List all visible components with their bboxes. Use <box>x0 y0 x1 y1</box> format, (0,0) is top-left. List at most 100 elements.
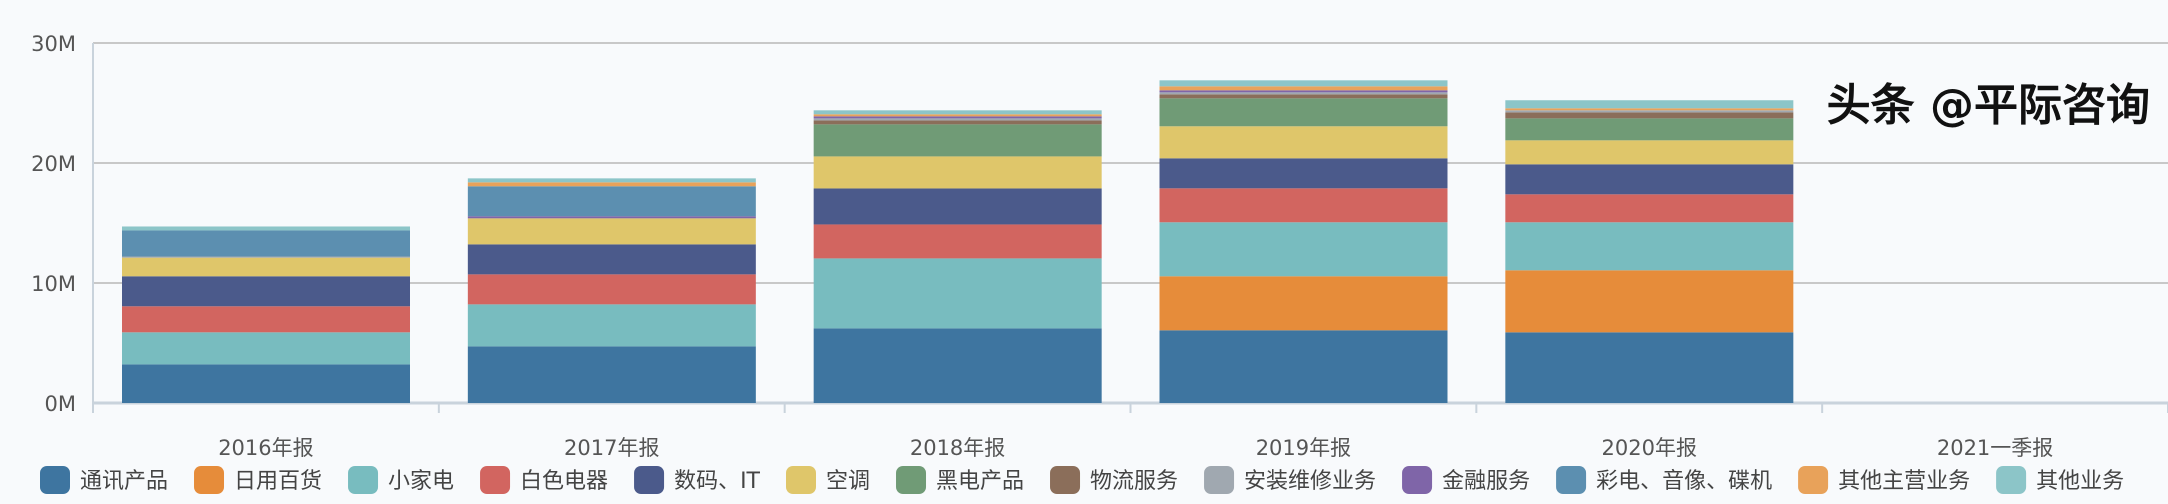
legend-label: 彩电、音像、碟机 <box>1596 469 1772 494</box>
bar-segment[interactable] <box>1159 276 1448 331</box>
bar-segment[interactable] <box>813 116 1102 119</box>
legend-label: 空调 <box>826 469 870 494</box>
bar-segment[interactable] <box>1159 126 1448 159</box>
bar-segment[interactable] <box>467 304 756 347</box>
x-tick-label: 2017年报 <box>564 436 659 460</box>
bar-segment[interactable] <box>1505 108 1794 111</box>
bar-segment[interactable] <box>467 182 756 187</box>
legend-swatch <box>1996 466 2027 494</box>
bar-segment[interactable] <box>467 216 756 219</box>
legend-item[interactable]: 彩电、音像、碟机 <box>1556 466 1772 494</box>
x-tick-label: 2016年报 <box>218 436 313 460</box>
bar-segment[interactable] <box>813 120 1102 125</box>
legend-item[interactable]: 数码、IT <box>634 466 761 494</box>
bar-segment[interactable] <box>1159 158 1448 189</box>
legend-label: 数码、IT <box>674 469 760 494</box>
bar-segment[interactable] <box>813 328 1102 403</box>
legend: 通讯产品 日用百货 小家电 白色电器 数码、IT 空调 黑电产品 物流服务 安装维修业务 金融服务… <box>40 466 2124 494</box>
bar-segment[interactable] <box>1159 90 1448 93</box>
bar-segment[interactable] <box>1505 332 1794 403</box>
bar-segment[interactable] <box>1159 86 1448 91</box>
watermark: 头条 @平际咨询 <box>1827 80 2150 131</box>
legend-swatch <box>1050 466 1081 494</box>
legend-label: 安装维修业务 <box>1244 469 1376 494</box>
legend-item[interactable]: 黑电产品 <box>896 466 1024 494</box>
bar-segment[interactable] <box>813 188 1102 225</box>
y-tick-label: 10M <box>31 272 76 296</box>
bar-segment[interactable] <box>467 274 756 305</box>
bar-segment[interactable] <box>467 346 756 403</box>
legend-label: 其他主营业务 <box>1838 469 1970 494</box>
legend-swatch <box>896 466 927 494</box>
y-tick-label: 20M <box>31 152 76 176</box>
bar-segment[interactable] <box>1505 270 1794 333</box>
bar-segment[interactable] <box>1505 140 1794 165</box>
legend-item[interactable]: 其他业务 <box>1996 466 2124 494</box>
bar-segment[interactable] <box>467 186 756 217</box>
bar-segment[interactable] <box>1159 98 1448 127</box>
legend-label: 其他业务 <box>2036 469 2124 494</box>
bar-segment[interactable] <box>122 256 410 258</box>
legend-swatch <box>1798 466 1829 494</box>
legend-label: 黑电产品 <box>936 469 1024 494</box>
legend-item[interactable]: 空调 <box>786 466 870 494</box>
legend-swatch <box>1204 466 1235 494</box>
bar-segment[interactable] <box>122 257 410 277</box>
bar-segment[interactable] <box>1505 112 1794 119</box>
x-axis <box>92 43 2168 413</box>
legend-swatch <box>1402 466 1433 494</box>
legend-item[interactable]: 白色电器 <box>480 466 608 494</box>
bar-segment[interactable] <box>1505 222 1794 271</box>
legend-swatch <box>348 466 379 494</box>
legend-item[interactable]: 日用百货 <box>194 466 322 494</box>
bar-segment[interactable] <box>813 224 1102 259</box>
bar-segment[interactable] <box>122 230 410 257</box>
bar-segment[interactable] <box>1505 118 1794 141</box>
bar-segment[interactable] <box>122 306 410 333</box>
bar-segment[interactable] <box>467 178 756 183</box>
bar-segment[interactable] <box>813 258 1102 329</box>
x-tick-label: 2019年报 <box>1256 436 1351 460</box>
bar-segment[interactable] <box>122 276 410 307</box>
bar-segment[interactable] <box>122 226 410 231</box>
bar-segment[interactable] <box>1159 80 1448 87</box>
legend-item[interactable]: 物流服务 <box>1050 466 1178 494</box>
bar-segment[interactable] <box>813 114 1102 117</box>
legend-label: 日用百货 <box>234 469 322 494</box>
bar-segment[interactable] <box>813 124 1102 157</box>
bar-segment[interactable] <box>1505 110 1794 113</box>
x-tick-label: 2020年报 <box>1602 436 1697 460</box>
bar-segment[interactable] <box>1159 222 1448 277</box>
bar-segment[interactable] <box>467 218 756 245</box>
bar-segment[interactable] <box>1159 94 1448 99</box>
legend-label: 小家电 <box>388 469 454 494</box>
legend-item[interactable]: 小家电 <box>348 466 454 494</box>
bar-segment[interactable] <box>813 110 1102 115</box>
legend-item[interactable]: 金融服务 <box>1402 466 1530 494</box>
legend-item[interactable]: 通讯产品 <box>40 466 168 494</box>
bar-segment[interactable] <box>1159 330 1448 403</box>
bar-segment[interactable] <box>122 364 410 403</box>
legend-item[interactable]: 其他主营业务 <box>1798 466 1970 494</box>
y-tick-label: 30M <box>31 32 76 56</box>
bar-segment[interactable] <box>1159 188 1448 223</box>
bar-segment[interactable] <box>813 156 1102 189</box>
y-tick-label: 0M <box>45 392 76 416</box>
bar-segment[interactable] <box>1505 194 1794 223</box>
x-tick-label: 2018年报 <box>910 436 1005 460</box>
bar-segment[interactable] <box>1159 92 1448 95</box>
bars <box>122 80 1794 403</box>
bar-segment[interactable] <box>467 244 756 275</box>
bar-segment[interactable] <box>1505 164 1794 195</box>
bar-segment[interactable] <box>1505 100 1794 109</box>
legend-swatch <box>634 466 665 494</box>
bar-segment[interactable] <box>122 332 410 365</box>
legend-swatch <box>480 466 511 494</box>
legend-label: 金融服务 <box>1442 469 1530 494</box>
x-axis-labels: 2016年报 2017年报 2018年报 2019年报 2020年报 2021一季报 <box>218 436 2053 460</box>
bar-segment[interactable] <box>813 118 1102 121</box>
legend-swatch <box>786 466 816 494</box>
legend-item[interactable]: 安装维修业务 <box>1204 466 1376 494</box>
legend-swatch <box>194 466 225 494</box>
